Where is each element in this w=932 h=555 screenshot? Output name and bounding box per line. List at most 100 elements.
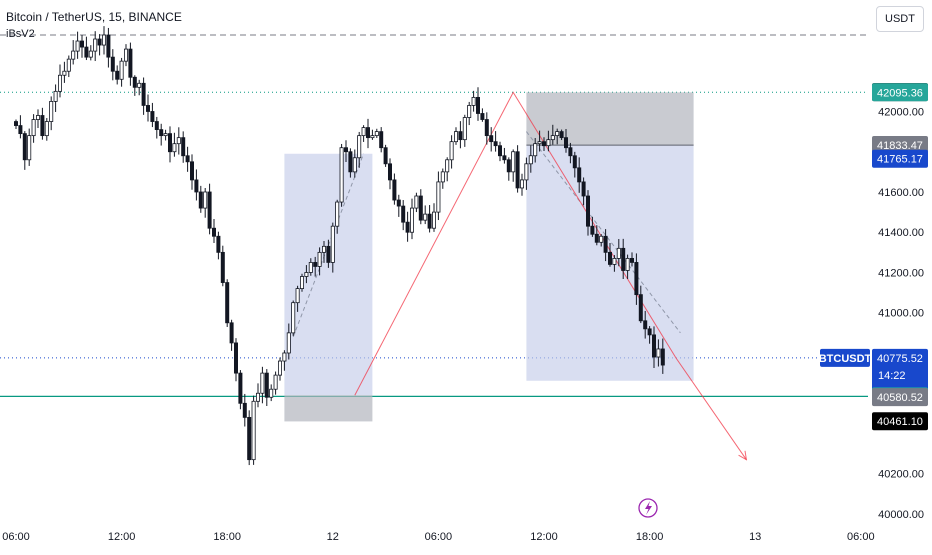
candle-body xyxy=(520,179,525,189)
currency-button[interactable]: USDT xyxy=(876,6,924,32)
candle-body xyxy=(357,135,362,159)
candle-body xyxy=(436,181,441,213)
candle-body xyxy=(599,235,604,243)
lightning-event-icon[interactable] xyxy=(638,498,658,518)
y-tick-label: 41400.00 xyxy=(878,227,924,239)
candle-body xyxy=(348,151,353,173)
x-tick-label: 06:00 xyxy=(425,531,453,543)
candle-body xyxy=(335,201,340,227)
y-tick-label: 41200.00 xyxy=(878,267,924,279)
y-tick-label: 40000.00 xyxy=(878,509,924,521)
x-tick-label: 12:00 xyxy=(530,531,558,543)
candle-body xyxy=(550,135,555,141)
candle-body xyxy=(36,115,41,120)
candle-body xyxy=(660,348,665,366)
candle-body xyxy=(13,121,18,126)
price-tag-label: 41833.47 xyxy=(877,140,923,152)
candle-body xyxy=(260,372,265,394)
candle-body xyxy=(286,332,291,354)
candle-body xyxy=(124,48,129,62)
candle-body xyxy=(211,227,216,237)
candle-body xyxy=(396,199,401,207)
candle-body xyxy=(594,233,599,243)
candle-body xyxy=(269,388,274,398)
candle-body xyxy=(370,135,375,139)
candle-body xyxy=(277,360,282,376)
x-tick-label: 06:00 xyxy=(847,531,875,543)
candle-body xyxy=(163,133,168,137)
candle-body xyxy=(343,147,348,153)
candle-body xyxy=(471,96,476,106)
candle-body xyxy=(225,282,230,324)
candle-body xyxy=(480,113,485,120)
candle-body xyxy=(453,131,458,143)
candle-body xyxy=(533,143,538,157)
candle-body xyxy=(102,34,107,46)
candle-body xyxy=(185,155,190,163)
candle-body xyxy=(339,147,344,203)
x-tick-label: 12:00 xyxy=(108,531,136,543)
candle-body xyxy=(603,235,608,253)
candle-body xyxy=(40,115,45,137)
candle-body xyxy=(255,392,260,402)
candle-body xyxy=(638,294,643,322)
current-price-label: 40775.52 xyxy=(877,353,923,365)
candle-body xyxy=(555,131,560,137)
dashed-path-1 xyxy=(526,131,681,334)
candle-body xyxy=(154,121,159,130)
current-price-box xyxy=(872,348,928,385)
price-tag-box xyxy=(872,149,928,168)
candle-body xyxy=(299,276,304,289)
x-tick-label: 06:00 xyxy=(2,531,30,543)
candle-body xyxy=(361,127,366,137)
candle-body xyxy=(62,70,67,76)
candle-body xyxy=(564,137,569,149)
candle-body xyxy=(475,96,480,114)
candle-body xyxy=(264,372,269,398)
candle-body xyxy=(330,225,335,263)
box-blue-left xyxy=(284,153,373,396)
candle-body xyxy=(405,221,410,233)
candle-body xyxy=(75,40,80,52)
candle-body xyxy=(304,272,309,277)
candle-body xyxy=(150,111,155,122)
price-tag-box xyxy=(872,83,928,102)
candle-body xyxy=(207,191,212,229)
candle-body xyxy=(542,141,547,147)
candle-body xyxy=(317,251,322,267)
candle-body xyxy=(528,155,533,165)
candle-body xyxy=(652,334,657,358)
candle-body xyxy=(313,262,318,267)
candle-body xyxy=(58,74,63,92)
candle-body xyxy=(524,163,529,181)
candle-body xyxy=(467,105,472,118)
candle-body xyxy=(115,70,120,80)
candle-body xyxy=(27,135,32,161)
candle-body xyxy=(176,137,181,145)
candle-body xyxy=(581,181,586,197)
candle-body xyxy=(172,143,177,153)
symbol-tag-box xyxy=(820,348,870,367)
candle-body xyxy=(352,157,357,173)
candle-body xyxy=(423,213,428,221)
candle-body xyxy=(97,38,102,46)
candle-body xyxy=(383,147,388,165)
candle-body xyxy=(88,50,93,58)
candle-body xyxy=(80,40,85,48)
candle-body xyxy=(440,171,445,183)
candle-body xyxy=(621,247,626,271)
candle-body xyxy=(608,251,613,265)
candle-body xyxy=(630,257,635,263)
candle-body xyxy=(458,131,463,141)
candle-body xyxy=(546,139,551,147)
indicator-label[interactable]: iBsV2 xyxy=(6,28,35,40)
y-tick-label: 41000.00 xyxy=(878,308,924,320)
symbol-tag-label: BTCUSDT xyxy=(819,353,872,365)
candle-body xyxy=(308,262,313,273)
x-tick-label: 18:00 xyxy=(213,531,241,543)
candle-body xyxy=(233,342,238,374)
candle-body xyxy=(84,46,89,58)
candle-body xyxy=(493,141,498,147)
candle-body xyxy=(392,179,397,201)
